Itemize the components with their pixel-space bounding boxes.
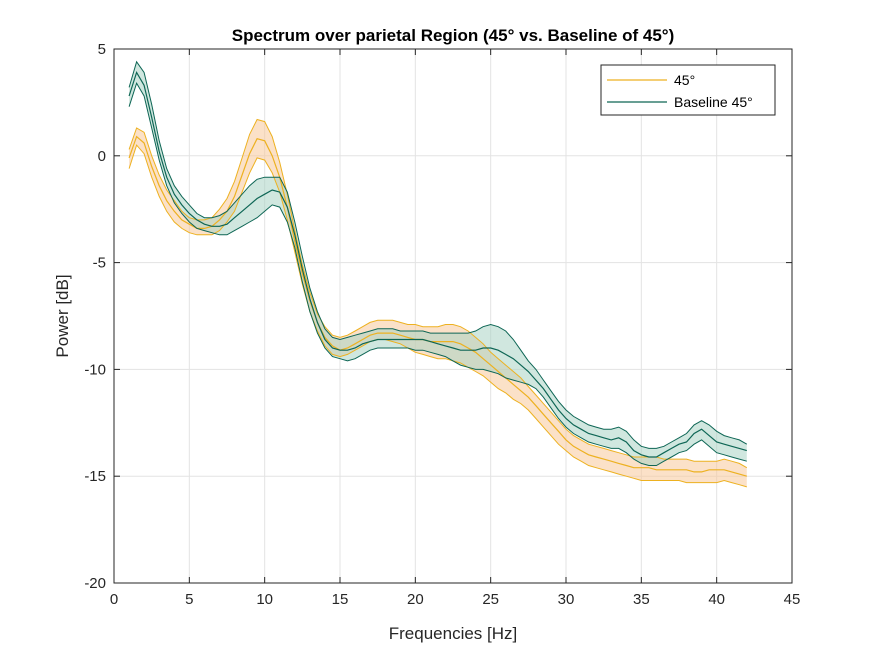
y-tick-label: -5	[93, 255, 106, 272]
x-tick-label: 5	[185, 591, 193, 608]
x-tick-label: 45	[784, 591, 801, 608]
y-tick-label: -10	[84, 361, 106, 378]
legend-box	[600, 64, 776, 116]
upper-bound-line-baseline-45	[128, 60, 748, 449]
legend: 45° Baseline 45°	[600, 64, 776, 116]
y-tick-label: 0	[98, 148, 106, 165]
x-axis-label: Frequencies [Hz]	[389, 624, 518, 643]
y-tick-label: -15	[84, 468, 106, 485]
x-tick-label: 0	[110, 591, 118, 608]
x-tick-label: 20	[407, 591, 424, 608]
x-tick-label: 10	[256, 591, 273, 608]
mean-line-baseline-45	[128, 71, 747, 458]
lower-bound-line-45	[128, 144, 747, 488]
ticks-layer: 0 5 10 15 20 25 30 35 40 45 -20 -15 -10 -5 0 5	[84, 41, 800, 608]
x-tick-label: 30	[558, 591, 575, 608]
x-tick-label: 35	[633, 591, 650, 608]
x-tick-label: 25	[482, 591, 499, 608]
mean-line-45	[128, 135, 747, 477]
y-tick-label: 5	[98, 41, 106, 58]
lines-layer	[128, 60, 748, 488]
y-tick-label: -20	[84, 575, 106, 592]
legend-label-baseline-45: Baseline 45°	[674, 94, 753, 110]
x-tick-label: 40	[708, 591, 725, 608]
upper-bound-line-45	[128, 118, 748, 469]
plot-area	[114, 49, 792, 583]
x-tick-label: 15	[332, 591, 349, 608]
legend-label-45: 45°	[674, 72, 695, 88]
chart-title: Spectrum over parietal Region (45° vs. B…	[232, 26, 675, 45]
plot-frame	[113, 48, 793, 584]
y-axis-label: Power [dB]	[53, 274, 72, 357]
lower-bound-line-baseline-45	[128, 81, 747, 466]
